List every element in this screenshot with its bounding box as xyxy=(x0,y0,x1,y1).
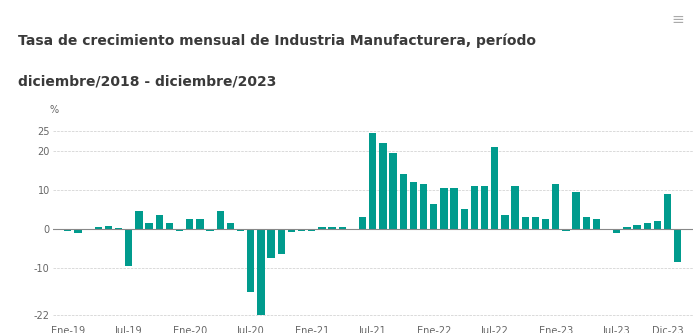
Bar xyxy=(389,153,397,229)
Bar xyxy=(471,186,478,229)
Bar xyxy=(64,229,71,231)
Bar xyxy=(74,229,82,233)
Bar xyxy=(94,227,102,229)
Bar xyxy=(359,217,366,229)
Bar xyxy=(400,174,407,229)
Bar xyxy=(674,229,681,262)
Bar xyxy=(562,229,570,231)
Text: %: % xyxy=(49,105,58,115)
Bar xyxy=(216,211,224,229)
Bar xyxy=(623,227,631,229)
Bar xyxy=(318,227,326,229)
Bar xyxy=(237,229,244,231)
Bar xyxy=(573,192,580,229)
Bar xyxy=(552,184,559,229)
Bar xyxy=(491,147,498,229)
Bar xyxy=(349,229,356,230)
Bar xyxy=(664,194,671,229)
Bar xyxy=(247,229,254,292)
Bar xyxy=(542,219,550,229)
Bar xyxy=(593,219,600,229)
Bar xyxy=(186,219,193,229)
Bar xyxy=(522,217,529,229)
Bar xyxy=(298,229,305,231)
Bar xyxy=(654,221,661,229)
Text: ≡: ≡ xyxy=(672,12,685,27)
Bar xyxy=(328,227,336,229)
Bar xyxy=(532,217,539,229)
Bar xyxy=(267,229,274,258)
Bar xyxy=(613,229,620,233)
Bar xyxy=(258,229,265,315)
Bar xyxy=(227,223,234,229)
Bar xyxy=(166,223,173,229)
Bar xyxy=(369,133,377,229)
Bar xyxy=(196,219,204,229)
Bar xyxy=(410,182,417,229)
Bar xyxy=(461,209,468,229)
Bar xyxy=(339,227,346,229)
Bar xyxy=(603,229,610,230)
Bar xyxy=(481,186,488,229)
Bar xyxy=(512,186,519,229)
Text: diciembre/2018 - diciembre/2023: diciembre/2018 - diciembre/2023 xyxy=(18,74,276,88)
Bar xyxy=(430,203,438,229)
Bar xyxy=(105,226,112,229)
Bar xyxy=(155,215,163,229)
Bar xyxy=(135,211,143,229)
Bar xyxy=(501,215,509,229)
Bar xyxy=(115,228,122,229)
Bar xyxy=(308,229,316,231)
Bar xyxy=(379,143,386,229)
Bar xyxy=(634,225,640,229)
Bar xyxy=(278,229,285,254)
Bar xyxy=(450,188,458,229)
Bar xyxy=(206,229,214,231)
Bar xyxy=(146,223,153,229)
Bar xyxy=(582,217,590,229)
Bar xyxy=(288,229,295,232)
Text: Tasa de crecimiento mensual de Industria Manufacturera, período: Tasa de crecimiento mensual de Industria… xyxy=(18,34,536,48)
Bar xyxy=(85,229,92,230)
Bar xyxy=(125,229,132,266)
Bar xyxy=(643,223,651,229)
Bar xyxy=(176,229,183,231)
Bar xyxy=(440,188,447,229)
Bar xyxy=(420,184,427,229)
